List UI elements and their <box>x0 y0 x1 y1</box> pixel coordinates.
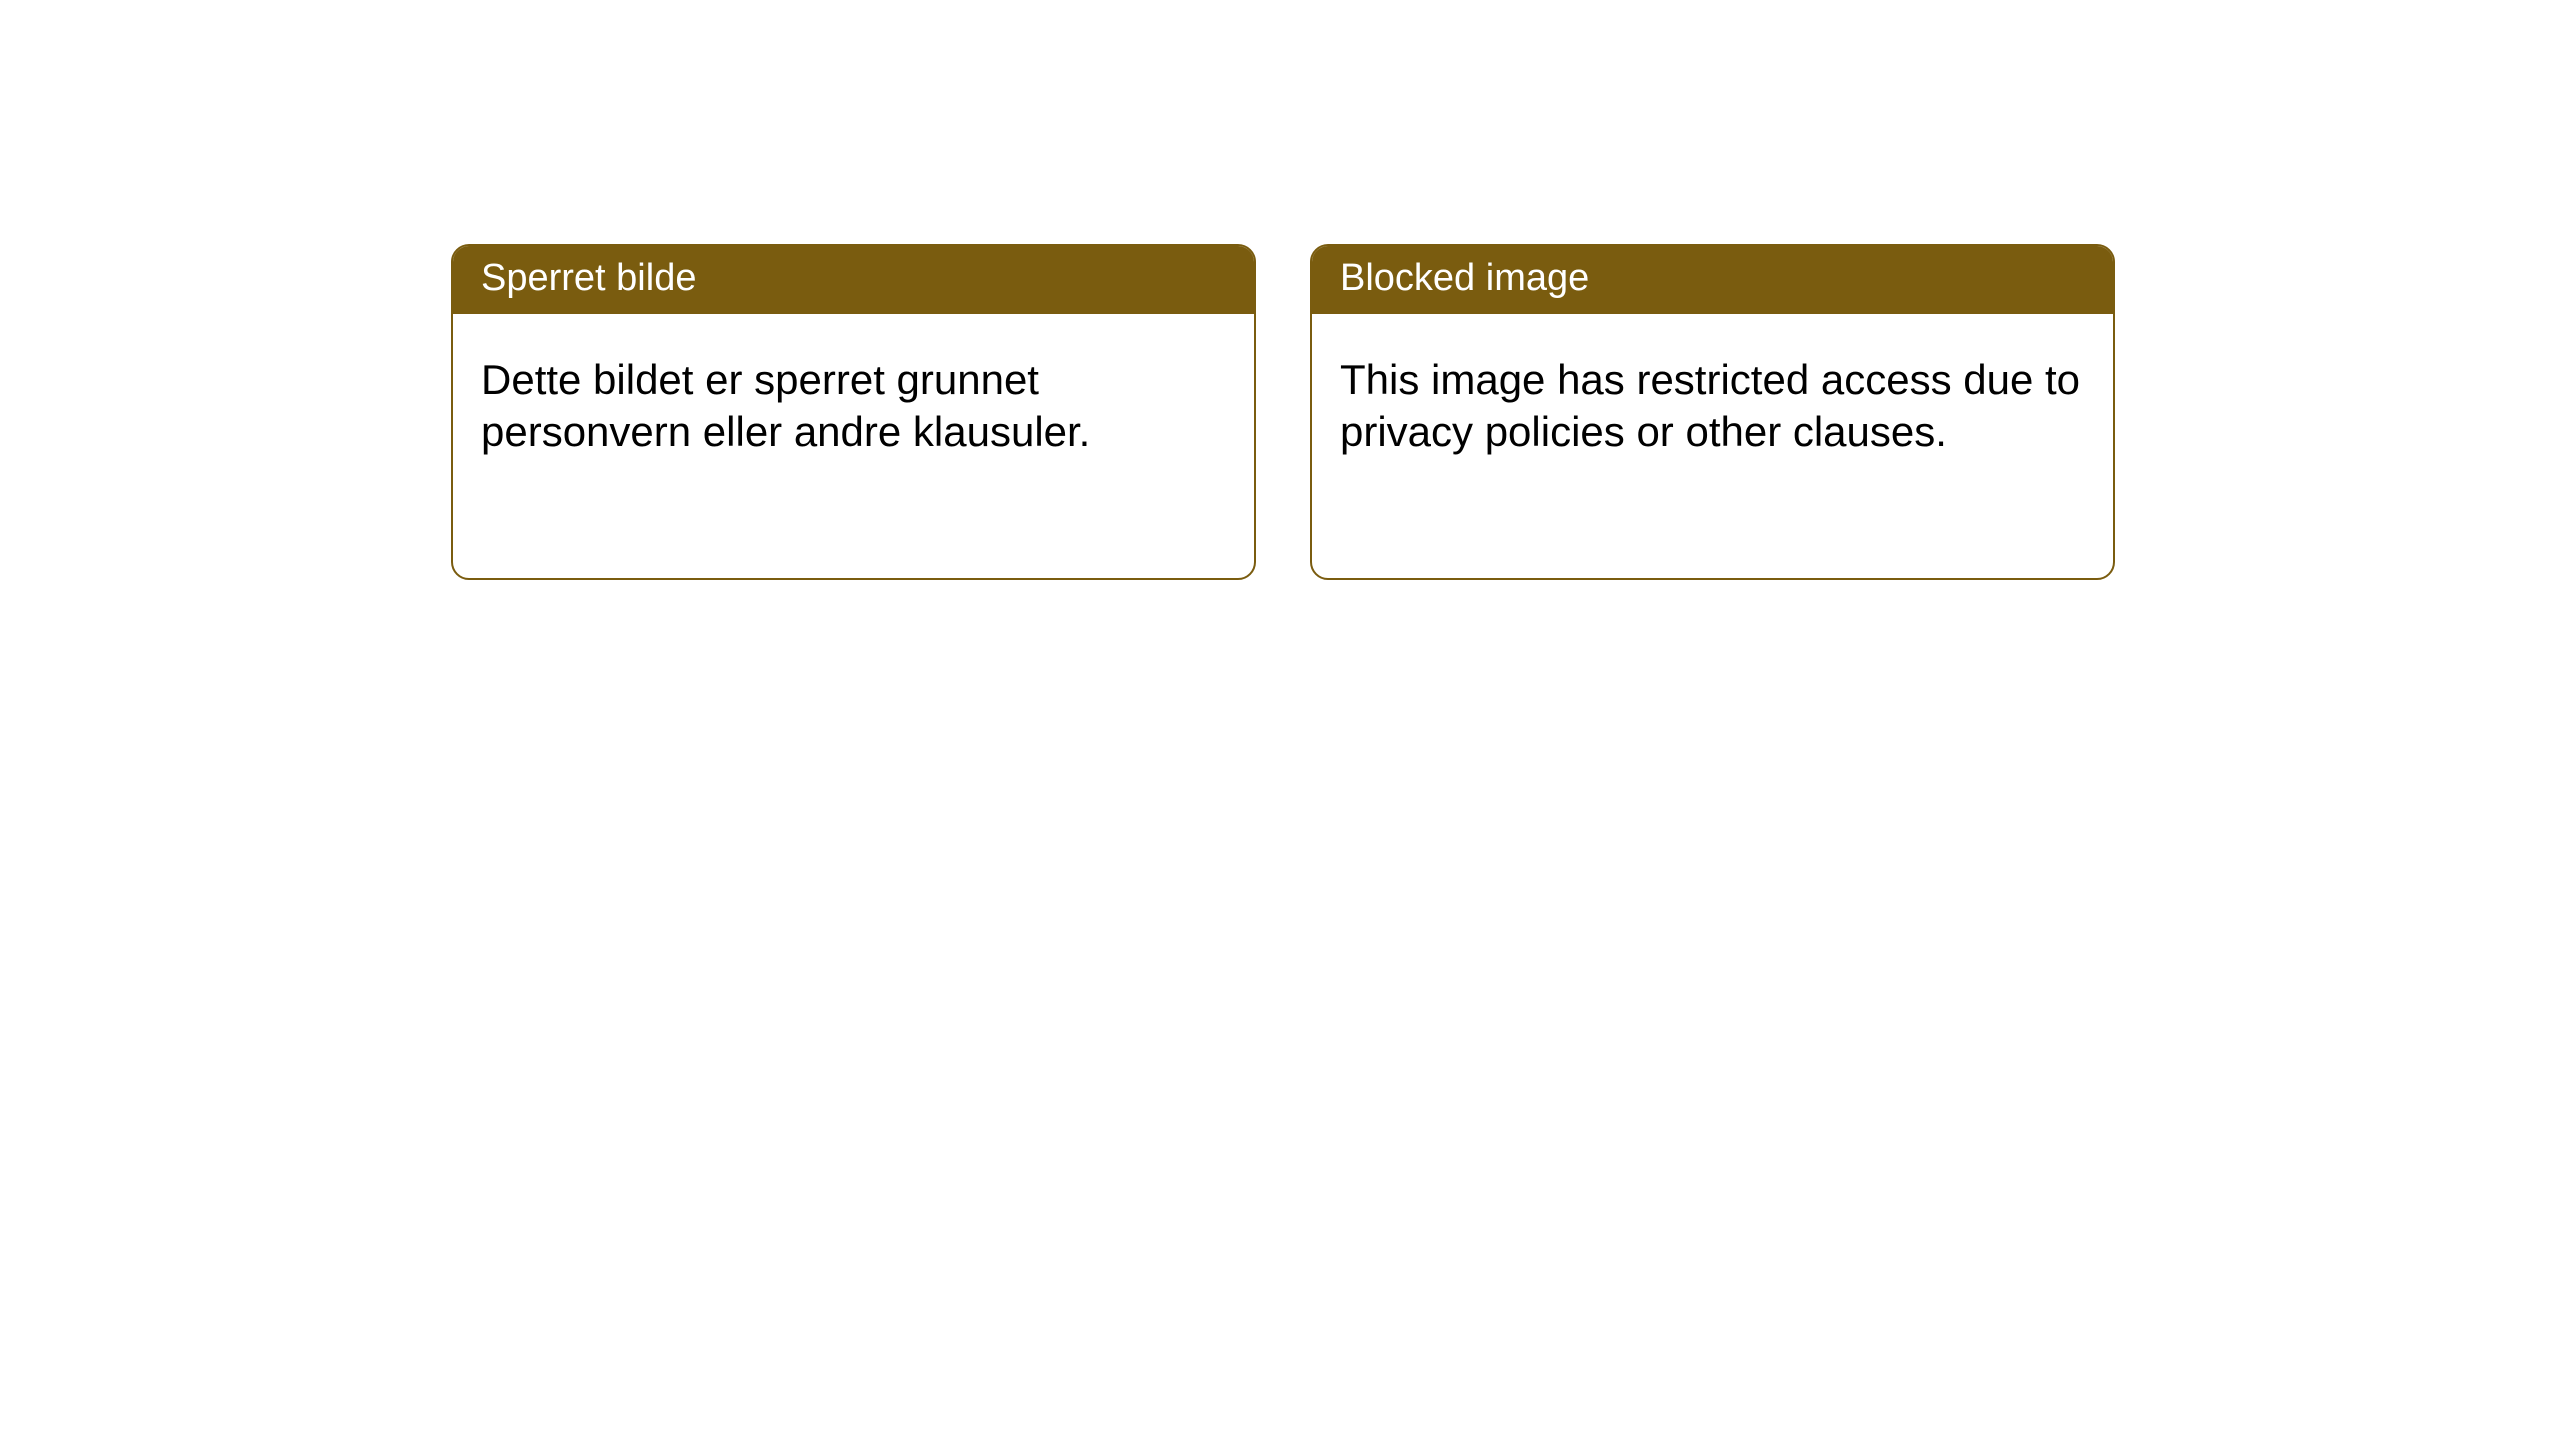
notice-title: Sperret bilde <box>481 257 696 299</box>
notice-body: Dette bildet er sperret grunnet personve… <box>453 314 1254 487</box>
notice-body: This image has restricted access due to … <box>1312 314 2113 487</box>
notice-title: Blocked image <box>1340 257 1589 299</box>
notice-message: This image has restricted access due to … <box>1340 356 2080 456</box>
notice-header: Blocked image <box>1312 246 2113 314</box>
notice-header: Sperret bilde <box>453 246 1254 314</box>
notice-box-norwegian: Sperret bilde Dette bildet er sperret gr… <box>451 244 1256 580</box>
notice-message: Dette bildet er sperret grunnet personve… <box>481 356 1090 456</box>
notice-box-english: Blocked image This image has restricted … <box>1310 244 2115 580</box>
notice-container: Sperret bilde Dette bildet er sperret gr… <box>0 0 2560 580</box>
